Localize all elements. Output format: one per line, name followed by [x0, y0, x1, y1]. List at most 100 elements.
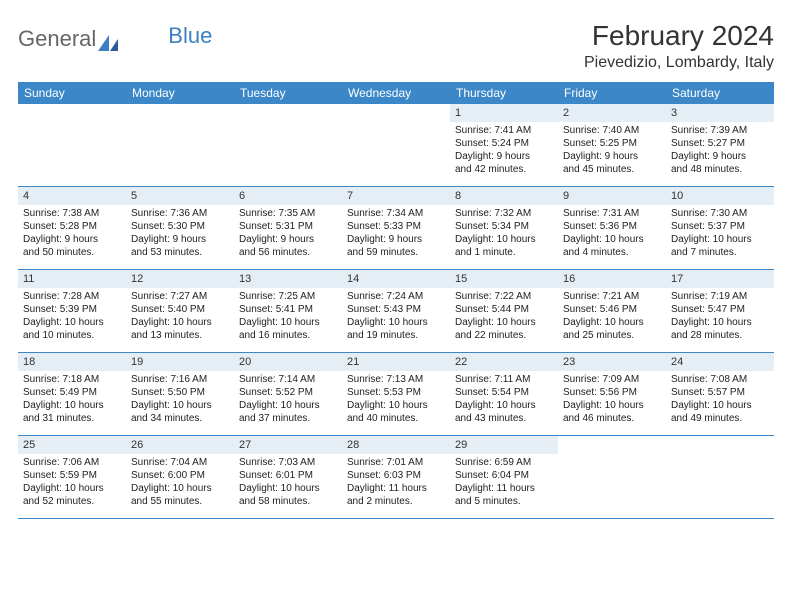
day-number: 24: [666, 353, 774, 371]
daylight2-text: and 28 minutes.: [671, 329, 769, 342]
daylight1-text: Daylight: 10 hours: [239, 399, 337, 412]
day-number: 17: [666, 270, 774, 288]
day-cell: 5Sunrise: 7:36 AMSunset: 5:30 PMDaylight…: [126, 187, 234, 269]
daylight2-text: and 31 minutes.: [23, 412, 121, 425]
daylight2-text: and 37 minutes.: [239, 412, 337, 425]
day-number: 1: [450, 104, 558, 122]
day-number: 29: [450, 436, 558, 454]
daylight2-text: and 42 minutes.: [455, 163, 553, 176]
daylight2-text: and 53 minutes.: [131, 246, 229, 259]
day-cell: 1Sunrise: 7:41 AMSunset: 5:24 PMDaylight…: [450, 104, 558, 186]
day-cell: 17Sunrise: 7:19 AMSunset: 5:47 PMDayligh…: [666, 270, 774, 352]
weekday-sun: Sunday: [18, 82, 126, 104]
sunset-text: Sunset: 5:43 PM: [347, 303, 445, 316]
daylight2-text: and 48 minutes.: [671, 163, 769, 176]
day-cell: [234, 104, 342, 186]
day-number: 28: [342, 436, 450, 454]
weekday-fri: Friday: [558, 82, 666, 104]
sunrise-text: Sunrise: 7:14 AM: [239, 373, 337, 386]
day-cell: 2Sunrise: 7:40 AMSunset: 5:25 PMDaylight…: [558, 104, 666, 186]
sunset-text: Sunset: 5:25 PM: [563, 137, 661, 150]
day-number: 23: [558, 353, 666, 371]
day-cell: [18, 104, 126, 186]
day-number: 5: [126, 187, 234, 205]
sunset-text: Sunset: 5:47 PM: [671, 303, 769, 316]
sunset-text: Sunset: 5:53 PM: [347, 386, 445, 399]
day-cell: 27Sunrise: 7:03 AMSunset: 6:01 PMDayligh…: [234, 436, 342, 518]
week-row: 1Sunrise: 7:41 AMSunset: 5:24 PMDaylight…: [18, 104, 774, 187]
sunset-text: Sunset: 5:56 PM: [563, 386, 661, 399]
day-number: 13: [234, 270, 342, 288]
daylight2-text: and 34 minutes.: [131, 412, 229, 425]
sunrise-text: Sunrise: 7:04 AM: [131, 456, 229, 469]
daylight2-text: and 4 minutes.: [563, 246, 661, 259]
sunrise-text: Sunrise: 7:39 AM: [671, 124, 769, 137]
sunrise-text: Sunrise: 7:18 AM: [23, 373, 121, 386]
sunset-text: Sunset: 5:46 PM: [563, 303, 661, 316]
logo-text-1: General: [18, 26, 96, 52]
calendar-page: General Blue February 2024 Pievedizio, L…: [0, 0, 792, 529]
day-cell: 14Sunrise: 7:24 AMSunset: 5:43 PMDayligh…: [342, 270, 450, 352]
daylight2-text: and 1 minute.: [455, 246, 553, 259]
day-cell: 12Sunrise: 7:27 AMSunset: 5:40 PMDayligh…: [126, 270, 234, 352]
daylight2-text: and 22 minutes.: [455, 329, 553, 342]
weekday-tue: Tuesday: [234, 82, 342, 104]
sunset-text: Sunset: 5:52 PM: [239, 386, 337, 399]
week-row: 11Sunrise: 7:28 AMSunset: 5:39 PMDayligh…: [18, 270, 774, 353]
weekday-wed: Wednesday: [342, 82, 450, 104]
logo-sail-icon: [98, 31, 120, 47]
daylight2-text: and 25 minutes.: [563, 329, 661, 342]
day-cell: 19Sunrise: 7:16 AMSunset: 5:50 PMDayligh…: [126, 353, 234, 435]
header: General Blue February 2024 Pievedizio, L…: [18, 20, 774, 72]
sunset-text: Sunset: 5:31 PM: [239, 220, 337, 233]
daylight1-text: Daylight: 10 hours: [131, 482, 229, 495]
day-cell: 6Sunrise: 7:35 AMSunset: 5:31 PMDaylight…: [234, 187, 342, 269]
day-number: 18: [18, 353, 126, 371]
daylight1-text: Daylight: 10 hours: [671, 399, 769, 412]
daylight2-text: and 52 minutes.: [23, 495, 121, 508]
daylight1-text: Daylight: 10 hours: [347, 316, 445, 329]
day-cell: 13Sunrise: 7:25 AMSunset: 5:41 PMDayligh…: [234, 270, 342, 352]
sunrise-text: Sunrise: 7:25 AM: [239, 290, 337, 303]
sunrise-text: Sunrise: 7:08 AM: [671, 373, 769, 386]
daylight2-text: and 58 minutes.: [239, 495, 337, 508]
sunrise-text: Sunrise: 7:36 AM: [131, 207, 229, 220]
week-row: 25Sunrise: 7:06 AMSunset: 5:59 PMDayligh…: [18, 436, 774, 519]
daylight1-text: Daylight: 10 hours: [455, 233, 553, 246]
day-cell: 24Sunrise: 7:08 AMSunset: 5:57 PMDayligh…: [666, 353, 774, 435]
sunrise-text: Sunrise: 7:01 AM: [347, 456, 445, 469]
day-number: 6: [234, 187, 342, 205]
sunrise-text: Sunrise: 7:35 AM: [239, 207, 337, 220]
daylight2-text: and 45 minutes.: [563, 163, 661, 176]
daylight1-text: Daylight: 10 hours: [563, 316, 661, 329]
day-cell: 9Sunrise: 7:31 AMSunset: 5:36 PMDaylight…: [558, 187, 666, 269]
daylight2-text: and 49 minutes.: [671, 412, 769, 425]
sunrise-text: Sunrise: 7:27 AM: [131, 290, 229, 303]
daylight1-text: Daylight: 10 hours: [23, 482, 121, 495]
sunrise-text: Sunrise: 7:34 AM: [347, 207, 445, 220]
day-number: 8: [450, 187, 558, 205]
week-row: 18Sunrise: 7:18 AMSunset: 5:49 PMDayligh…: [18, 353, 774, 436]
sunrise-text: Sunrise: 7:13 AM: [347, 373, 445, 386]
daylight1-text: Daylight: 11 hours: [455, 482, 553, 495]
daylight2-text: and 43 minutes.: [455, 412, 553, 425]
sunrise-text: Sunrise: 7:40 AM: [563, 124, 661, 137]
sunset-text: Sunset: 5:39 PM: [23, 303, 121, 316]
daylight2-text: and 10 minutes.: [23, 329, 121, 342]
daylight1-text: Daylight: 10 hours: [23, 399, 121, 412]
logo: General Blue: [18, 20, 212, 52]
day-number: 25: [18, 436, 126, 454]
sunrise-text: Sunrise: 7:03 AM: [239, 456, 337, 469]
daylight1-text: Daylight: 9 hours: [347, 233, 445, 246]
weekday-thu: Thursday: [450, 82, 558, 104]
day-cell: 22Sunrise: 7:11 AMSunset: 5:54 PMDayligh…: [450, 353, 558, 435]
sunset-text: Sunset: 5:27 PM: [671, 137, 769, 150]
sunset-text: Sunset: 5:49 PM: [23, 386, 121, 399]
calendar: Sunday Monday Tuesday Wednesday Thursday…: [18, 82, 774, 519]
sunrise-text: Sunrise: 7:31 AM: [563, 207, 661, 220]
day-number: 2: [558, 104, 666, 122]
daylight1-text: Daylight: 10 hours: [671, 316, 769, 329]
sunrise-text: Sunrise: 7:32 AM: [455, 207, 553, 220]
daylight1-text: Daylight: 10 hours: [563, 233, 661, 246]
daylight1-text: Daylight: 10 hours: [347, 399, 445, 412]
